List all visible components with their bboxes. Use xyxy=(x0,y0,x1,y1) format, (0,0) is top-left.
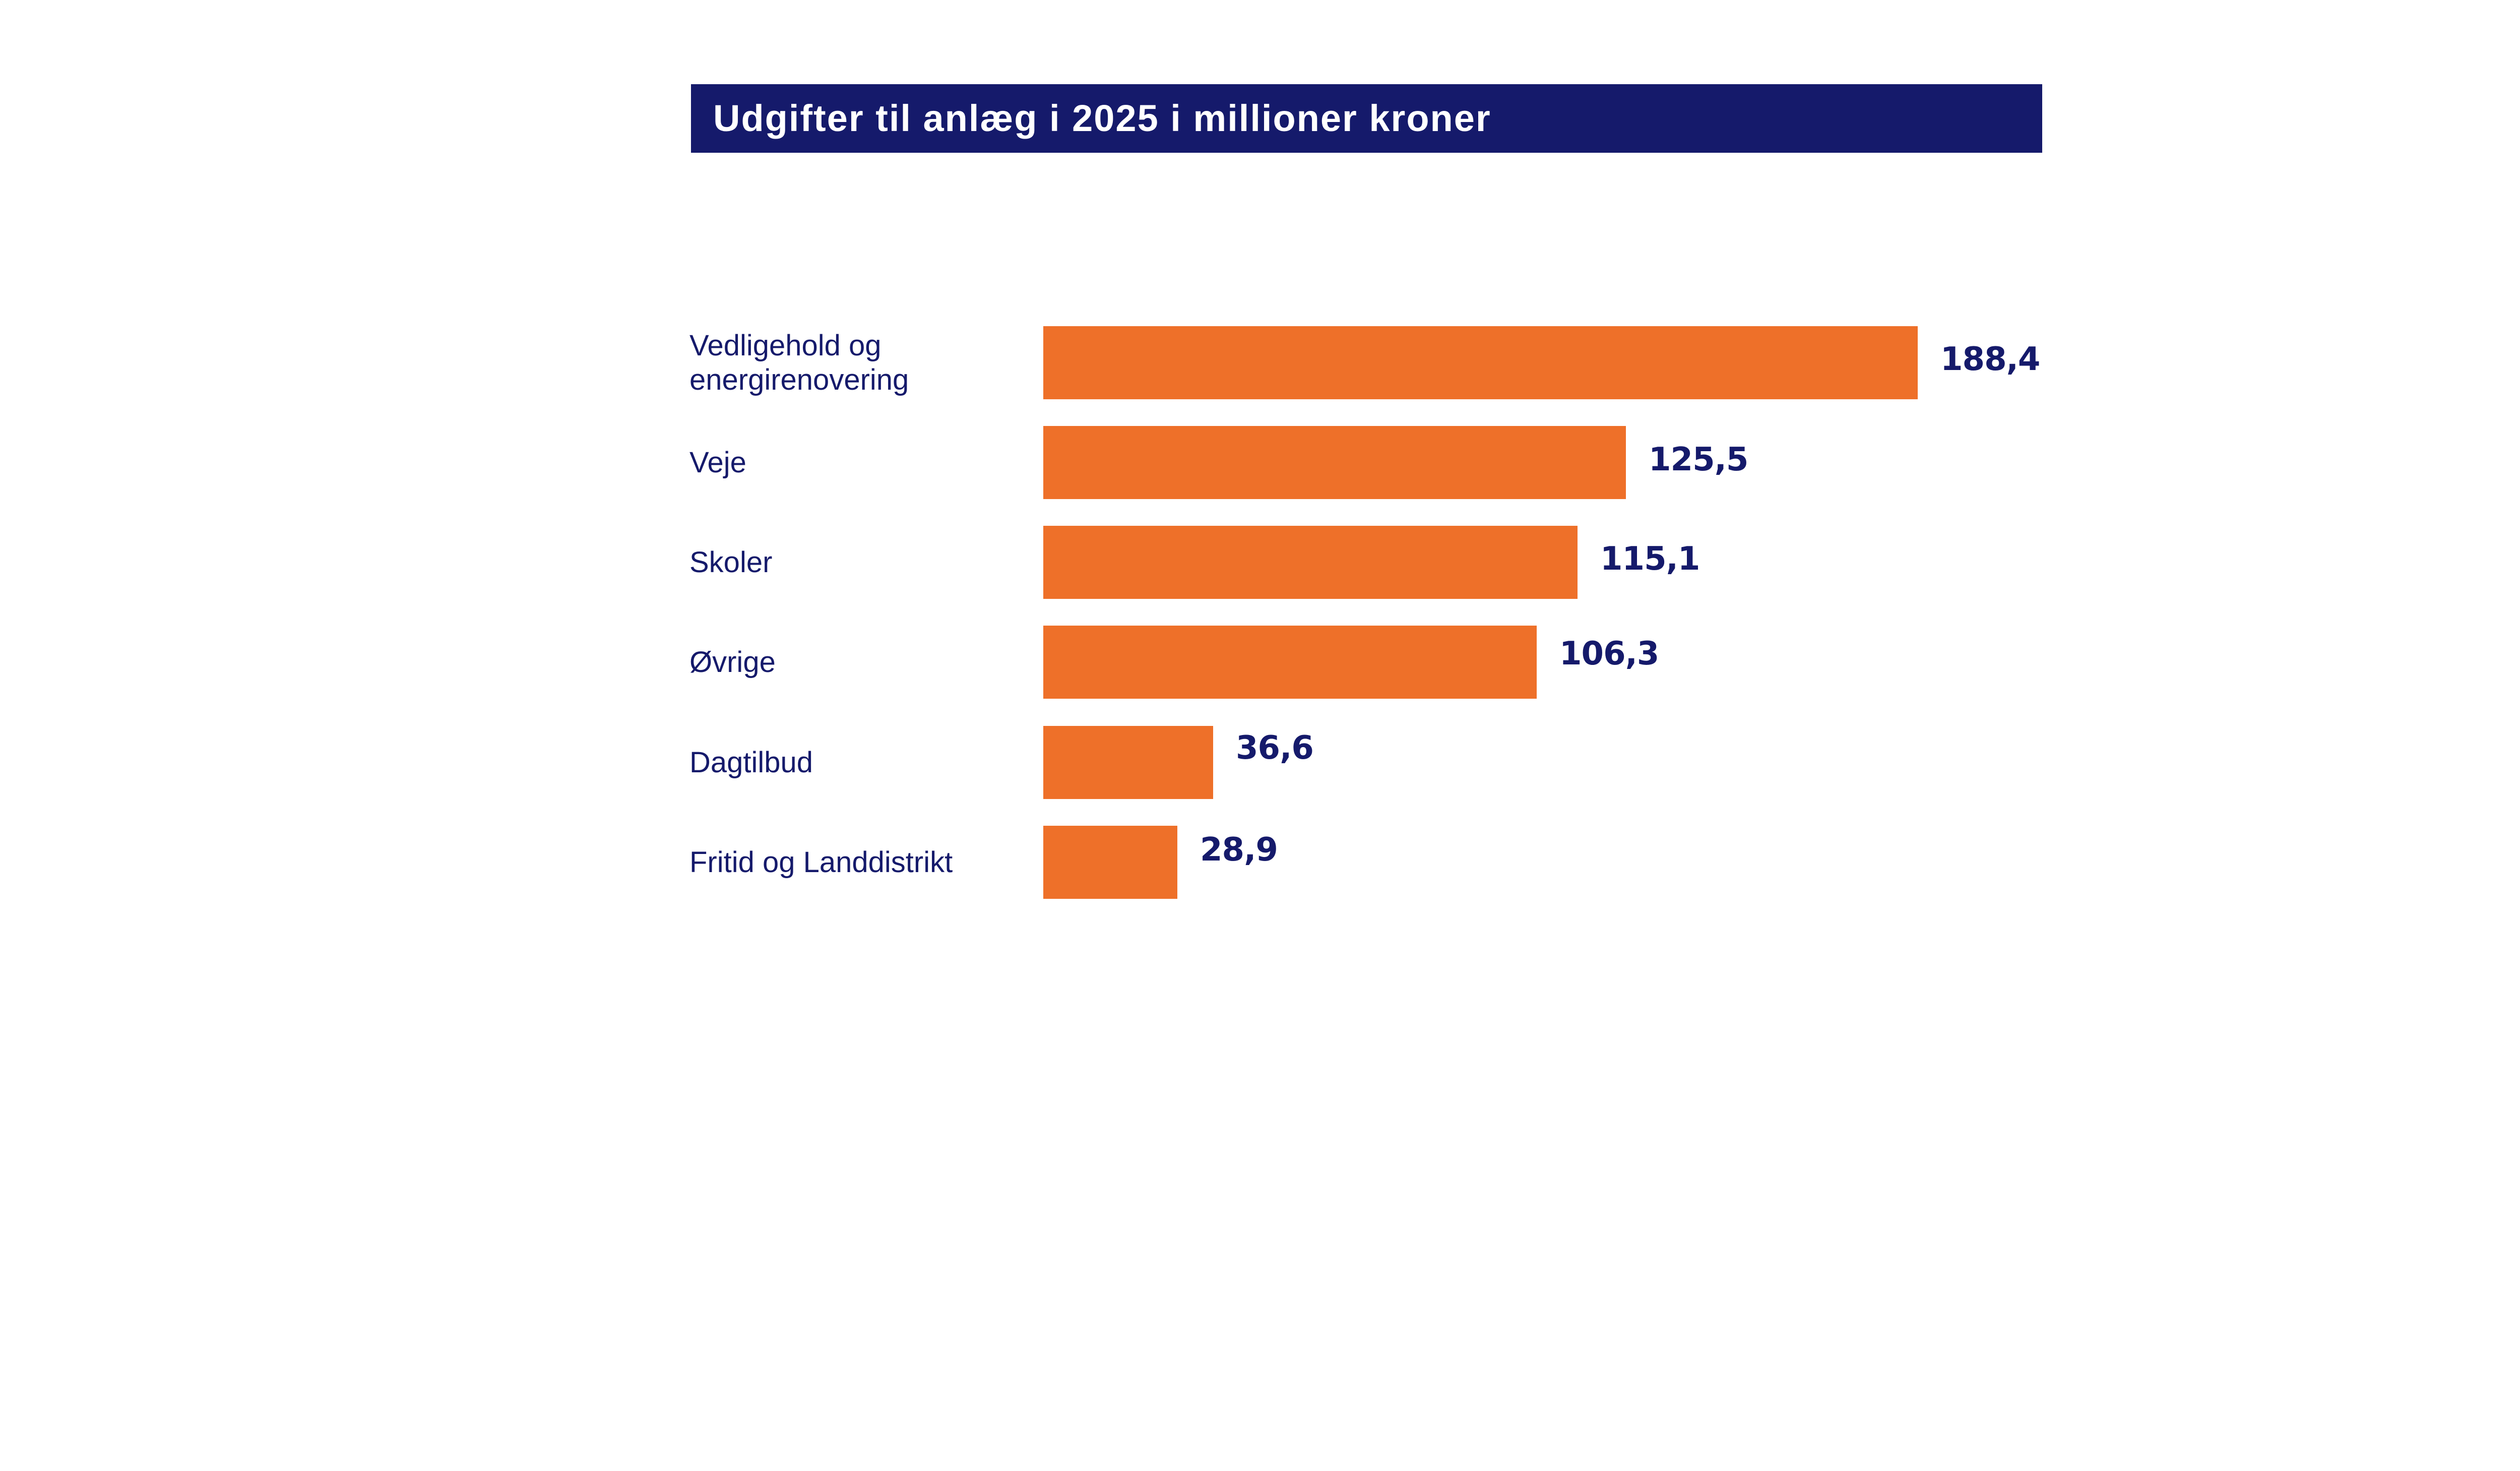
bar xyxy=(1043,626,1537,699)
chart-row: Veje 125,5 xyxy=(0,426,2520,499)
value-label: 115,1 xyxy=(1600,540,1700,578)
value-label: 106,3 xyxy=(1559,635,1659,672)
chart-row: Dagtilbud 36,6 xyxy=(0,726,2520,799)
chart-row: Vedligehold og energirenovering 188,4 xyxy=(0,326,2520,399)
bar xyxy=(1043,726,1213,799)
category-label: Skoler xyxy=(689,526,1012,599)
category-label-line: energirenovering xyxy=(689,363,909,396)
category-label: Vedligehold og energirenovering xyxy=(689,326,1012,399)
value-label: 188,4 xyxy=(1940,341,2040,378)
category-label-line: Øvrige xyxy=(689,645,776,679)
bar xyxy=(1043,826,1177,899)
chart-row: Skoler 115,1 xyxy=(0,526,2520,599)
chart-title-bar: Udgifter til anlæg i 2025 i millioner kr… xyxy=(691,84,2042,153)
category-label: Veje xyxy=(689,426,1012,499)
category-label: Fritid og Landdistrikt xyxy=(689,826,1012,899)
category-label: Øvrige xyxy=(689,626,1012,699)
category-label-line: Fritid og Landdistrikt xyxy=(689,845,953,879)
category-label: Dagtilbud xyxy=(689,726,1012,799)
chart-row: Fritid og Landdistrikt 28,9 xyxy=(0,826,2520,899)
value-label: 28,9 xyxy=(1200,831,1278,869)
value-label: 125,5 xyxy=(1649,441,1748,478)
value-label: 36,6 xyxy=(1236,729,1314,767)
category-label-line: Skoler xyxy=(689,545,773,579)
chart-row: Øvrige 106,3 xyxy=(0,626,2520,699)
bar xyxy=(1043,426,1626,499)
bar xyxy=(1043,526,1578,599)
category-label-line: Vedligehold og xyxy=(689,329,881,362)
bar xyxy=(1043,326,1918,399)
chart-title: Udgifter til anlæg i 2025 i millioner kr… xyxy=(713,97,1491,139)
category-label-line: Dagtilbud xyxy=(689,746,813,779)
category-label-line: Veje xyxy=(689,446,746,479)
